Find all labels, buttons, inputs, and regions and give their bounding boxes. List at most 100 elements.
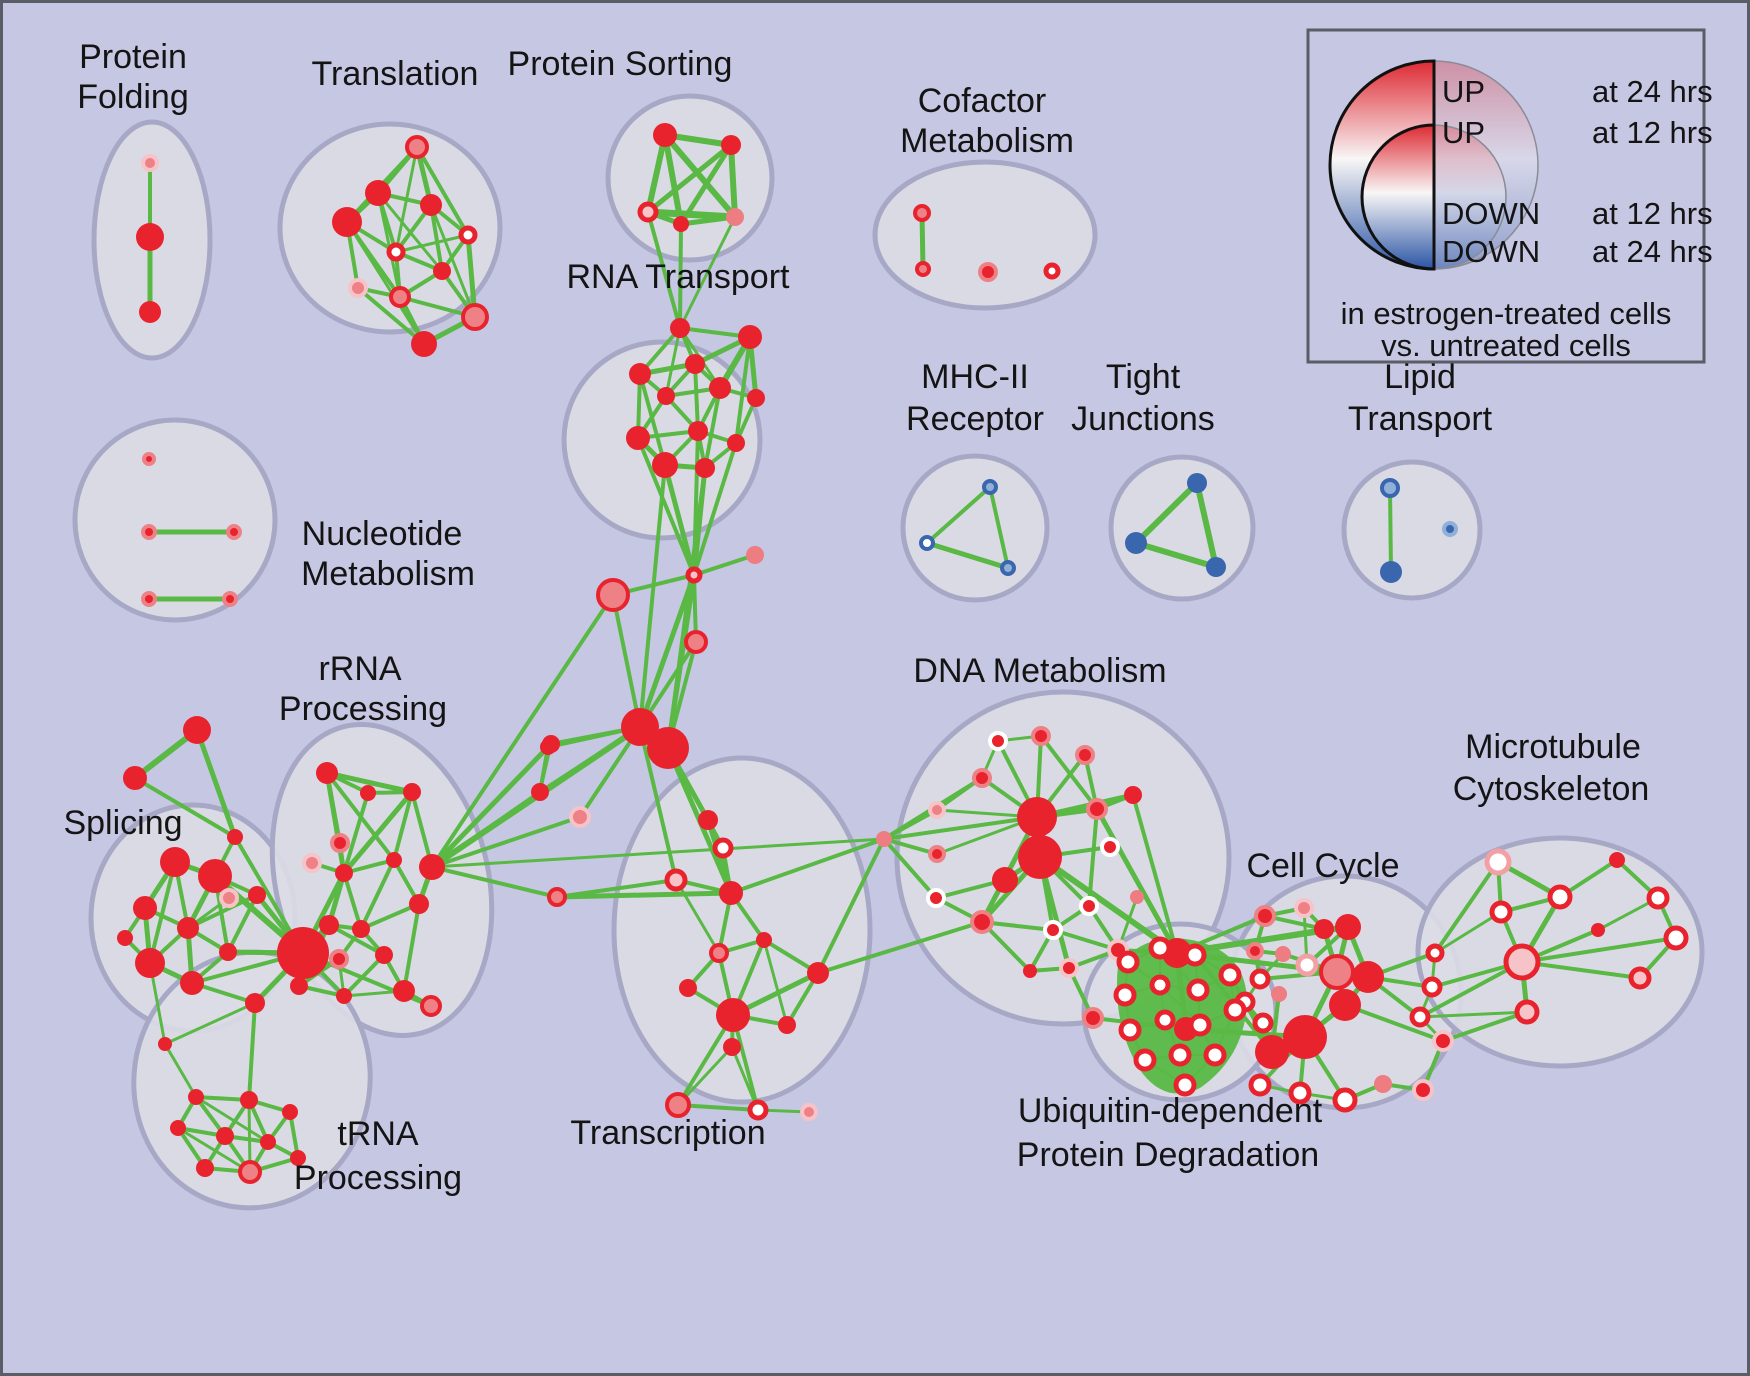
network-node-u1 <box>1116 950 1140 974</box>
network-edge <box>430 865 559 899</box>
network-node-d3 <box>1075 745 1095 765</box>
network-node-y15b <box>1255 1035 1289 1069</box>
network-node-tn6 <box>282 1104 298 1120</box>
network-node-j2 <box>1125 532 1147 554</box>
network-node-H2b <box>647 727 689 769</box>
network-node-t4 <box>420 194 442 216</box>
legend-direction-3: DOWN <box>1442 234 1540 269</box>
cluster-ellipse-tight-junctions <box>1108 454 1256 602</box>
network-edge <box>676 1013 735 1107</box>
network-node-y14 <box>1329 989 1361 1021</box>
network-edge <box>554 890 734 900</box>
network-node-y19 <box>1374 1075 1392 1093</box>
network-edge <box>925 485 992 545</box>
network-node-mt1 <box>1484 848 1512 876</box>
cluster-label-lipid-transport: Transport <box>1348 400 1493 438</box>
network-node-u15 <box>1173 1073 1197 1097</box>
network-edge <box>1133 480 1200 546</box>
network-node-y11 <box>1335 914 1361 940</box>
network-node-u4 <box>1113 983 1137 1007</box>
network-node-mt3 <box>1489 900 1513 924</box>
cluster-label-tight-junctions: Junctions <box>1071 400 1215 438</box>
network-edge <box>247 1098 252 1174</box>
network-node-rr17 <box>336 988 352 1004</box>
network-node-mt9 <box>1663 925 1689 951</box>
cluster-label-nucleotide-metabolism: Metabolism <box>301 555 475 593</box>
network-node-r2 <box>738 325 762 349</box>
network-edge <box>1388 486 1393 574</box>
network-edge <box>1051 928 1120 952</box>
network-node-m1 <box>982 479 998 495</box>
network-edge <box>163 1042 198 1099</box>
network-node-n5 <box>222 591 238 607</box>
network-node-tc14 <box>747 1099 769 1121</box>
network-node-j1 <box>1187 473 1207 493</box>
network-node-y2 <box>1294 898 1314 918</box>
network-node-sp2 <box>198 859 232 893</box>
network-edge <box>664 326 682 398</box>
network-node-rr6 <box>330 833 350 853</box>
network-node-tn1 <box>245 993 265 1013</box>
network-node-d14 <box>970 910 994 934</box>
network-node-d7 <box>1124 786 1142 804</box>
network-node-mt7 <box>1609 852 1625 868</box>
network-node-k4 <box>547 887 567 907</box>
network-node-u7 <box>1218 963 1242 987</box>
network-node-rr1 <box>316 762 338 784</box>
network-edge <box>538 725 642 794</box>
network-node-n2 <box>141 524 157 540</box>
network-node-k3 <box>569 806 591 828</box>
network-edge <box>816 920 984 975</box>
network-node-k2 <box>531 783 549 801</box>
network-node-d8 <box>1017 797 1057 837</box>
legend-time-0: at 24 hrs <box>1592 74 1713 109</box>
network-edge <box>693 362 700 433</box>
network-edge <box>429 203 477 319</box>
cluster-label-splicing: Splicing <box>63 804 182 842</box>
cluster-label-trna-processing: Processing <box>294 1159 462 1197</box>
network-edge <box>692 553 757 577</box>
network-node-p5 <box>726 208 744 226</box>
network-edge <box>662 132 738 220</box>
network-edge <box>194 1095 270 1144</box>
network-node-rr14 <box>375 946 393 964</box>
network-node-rr9 <box>386 852 402 868</box>
legend-direction-0: UP <box>1442 74 1485 109</box>
cluster-ellipse-cofactor-metabolism <box>872 159 1098 311</box>
network-node-y15 <box>1283 1015 1327 1059</box>
network-node-d10 <box>992 867 1018 893</box>
network-edge <box>816 837 886 975</box>
network-node-sp3 <box>219 888 239 908</box>
network-edge <box>394 233 470 254</box>
network-node-u3 <box>1183 943 1207 967</box>
cluster-label-protein-folding: Folding <box>77 78 189 116</box>
network-edge <box>1343 1003 1445 1043</box>
network-node-f3 <box>139 301 161 323</box>
network-node-r6 <box>657 387 675 405</box>
network-node-y16 <box>1248 1073 1272 1097</box>
network-node-p2 <box>721 135 741 155</box>
network-node-sp6 <box>117 930 133 946</box>
network-node-rr18 <box>393 980 415 1002</box>
network-node-cc1 <box>685 566 703 584</box>
network-node-m3 <box>1000 560 1016 576</box>
network-node-rr19 <box>420 995 442 1017</box>
network-edge <box>1433 910 1503 955</box>
network-node-n4 <box>141 591 157 607</box>
cluster-label-transcription: Transcription <box>570 1114 765 1152</box>
network-edge <box>392 790 414 862</box>
cluster-label-tight-junctions: Tight <box>1106 358 1181 396</box>
network-node-rr13 <box>352 920 370 938</box>
network-node-sp5 <box>177 917 199 939</box>
network-node-t11 <box>411 331 437 357</box>
network-node-u13 <box>1168 1043 1192 1067</box>
network-node-mt11 <box>1591 923 1605 937</box>
network-edge <box>645 142 734 215</box>
network-node-sp1 <box>160 847 190 877</box>
network-edge <box>1418 1010 1529 1019</box>
network-edge <box>734 335 752 445</box>
network-node-u12 <box>1133 1048 1157 1072</box>
cluster-label-ubiquitin-degradation: Protein Degradation <box>1017 1136 1319 1174</box>
network-node-c3 <box>978 262 998 282</box>
network-node-y8 <box>1271 986 1287 1002</box>
